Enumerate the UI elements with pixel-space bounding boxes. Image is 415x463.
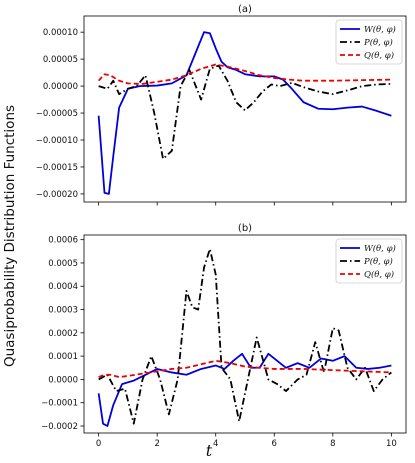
x-tick-label: 4 — [213, 439, 218, 449]
y-tick-label: −0.00005 — [36, 109, 78, 119]
y-tick-label: 0.0000 — [48, 375, 78, 385]
legend-label: P(θ, φ) — [363, 37, 393, 48]
x-tick-label: 2 — [154, 439, 159, 449]
y-tick-label: 0.0003 — [48, 306, 78, 316]
figure-xlabel: t — [206, 441, 213, 460]
x-tick-label: 10 — [386, 439, 397, 449]
y-tick-label: 0.0001 — [48, 352, 78, 362]
series-line-w — [97, 31, 392, 195]
axes-frame — [83, 234, 407, 434]
y-tick-label: −0.00015 — [36, 163, 78, 173]
legend-box — [335, 19, 403, 65]
legend-label: W(θ, φ) — [364, 24, 396, 35]
series-line-q — [98, 359, 392, 378]
y-tick-label: −0.0001 — [41, 399, 78, 409]
x-tick-label: 0 — [96, 439, 101, 449]
y-tick-label: 0.0002 — [48, 329, 78, 339]
series-line-p — [98, 64, 392, 160]
y-tick-label: −0.00020 — [36, 190, 78, 200]
y-tick-label: 0.00005 — [43, 55, 78, 65]
y-tick-label: 0.00010 — [43, 28, 78, 38]
y-tick-label: 0.00000 — [43, 82, 78, 92]
y-tick-label: 0.0006 — [48, 236, 78, 246]
panel-a: (a) −0.00020 −0.00015 −0.00010 −0.00005 0.000… — [36, 4, 407, 206]
legend-label: Q(θ, φ) — [364, 269, 394, 280]
y-tick-label: 0.0004 — [48, 282, 78, 292]
legend-label: W(θ, φ) — [364, 243, 396, 254]
series-line-w — [97, 352, 392, 427]
legend-label: P(θ, φ) — [363, 256, 393, 267]
y-tick-label: −0.00010 — [36, 136, 78, 146]
series-line-q — [97, 63, 392, 85]
panel-title: (b) — [238, 223, 252, 234]
series-line-p — [98, 248, 392, 425]
y-tick-label: 0.0005 — [48, 259, 78, 269]
legend-box — [335, 238, 403, 284]
x-tick-label: 6 — [272, 439, 277, 449]
y-tick-label: −0.0002 — [41, 422, 78, 432]
x-tick-label: 8 — [330, 439, 335, 449]
panel-title: (a) — [238, 4, 252, 15]
panel-b: (b) 0 2 4 6 8 10 −0.0002 −0.0001 0.0000 0.0001 0.00… — [41, 223, 407, 449]
legend-label: Q(θ, φ) — [364, 50, 394, 61]
figure-ylabel: Quasiprobability Distribution Functions — [2, 105, 18, 367]
axes-frame — [83, 15, 407, 203]
